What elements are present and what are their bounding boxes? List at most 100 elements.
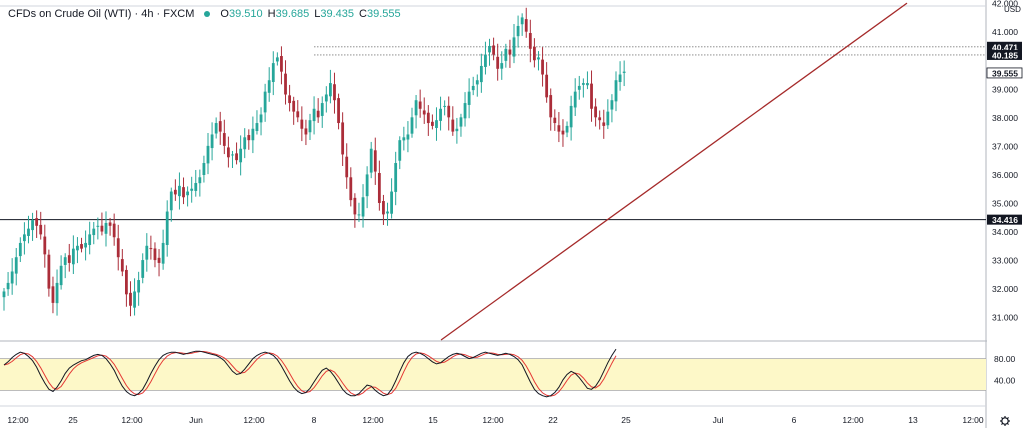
time-tick-label: 15 [428, 415, 438, 425]
time-tick-label: 12:00 [842, 415, 864, 425]
candle-body [173, 189, 177, 195]
candle-body [267, 80, 271, 93]
symbol-title: CFDs on Crude Oil (WTI) · 4h · FXCM [8, 8, 195, 20]
candle-body [145, 245, 149, 260]
candle-body [463, 103, 467, 119]
candle-body [329, 83, 332, 97]
candle-body [2, 291, 6, 298]
candle-body [284, 73, 287, 95]
candle-body [455, 128, 459, 132]
candle-body [606, 111, 610, 126]
candle-body [406, 134, 410, 140]
price-badge-label: 34.416 [992, 215, 1018, 225]
candle-body [157, 257, 161, 263]
candle-body [133, 291, 136, 308]
candle-body [447, 105, 451, 118]
candle-body [471, 85, 475, 91]
candle-body [84, 242, 87, 248]
price-badge-label: 40.185 [992, 50, 1018, 60]
gear-tooth [1001, 417, 1004, 420]
stochastic-lines [3, 348, 617, 398]
candle-body [549, 95, 553, 118]
candle-body [516, 25, 520, 37]
candle-body [243, 137, 247, 150]
candle-body [512, 37, 516, 57]
candle-body [561, 130, 565, 135]
candle-body [31, 220, 34, 231]
candle-body [120, 259, 124, 272]
candle-body [210, 134, 214, 149]
candle-body [149, 248, 153, 250]
candle-body [610, 100, 614, 110]
candle-body [422, 110, 426, 115]
candle-body [227, 147, 230, 158]
candle-body [251, 128, 255, 141]
candle-body [112, 223, 116, 238]
candle-body [23, 234, 26, 242]
candle-body [92, 228, 96, 236]
candle-body [602, 122, 606, 126]
candle-body [316, 110, 320, 118]
candle-body [153, 248, 157, 261]
time-tick-label: 13 [908, 415, 918, 425]
candle-body [431, 121, 434, 126]
time-tick-label: 12:00 [362, 415, 384, 425]
ohlc-low: L39.435 [314, 8, 355, 20]
stochastic-k-line [3, 348, 617, 398]
candle-body [312, 108, 316, 122]
candle-body [137, 280, 141, 293]
horizontal-levels [0, 46, 986, 221]
candle-body [51, 286, 55, 303]
candle-body [6, 282, 10, 290]
candle-body [108, 222, 112, 226]
time-tick-label: 12:00 [121, 415, 143, 425]
trendline [440, 2, 908, 341]
stochastic-band-fill [0, 358, 986, 391]
candle-body [202, 163, 206, 176]
candle-body [537, 57, 540, 60]
candle-body [581, 83, 585, 85]
price-badge-label: 40.471 [992, 42, 1018, 52]
candle-body [304, 128, 308, 135]
price-tick-label: 35.000 [992, 198, 1018, 208]
candle-body [165, 211, 169, 245]
candle-body [353, 197, 357, 215]
price-badge [986, 67, 1023, 79]
candle-body [373, 150, 377, 172]
ohlc-open: O39.510 [220, 8, 263, 20]
candle-body [39, 224, 43, 235]
time-tick-label: 8 [312, 415, 317, 425]
candle-body [198, 177, 202, 184]
candle-body [259, 114, 263, 123]
time-tick-label: 12:00 [7, 415, 29, 425]
candle-body [398, 140, 402, 161]
gear-tooth [1006, 422, 1009, 425]
candle-body [280, 56, 283, 72]
candle-body [598, 117, 602, 121]
candle-body [573, 91, 577, 108]
candle-body [484, 54, 487, 67]
candle-body [545, 74, 549, 98]
candle-body [104, 222, 108, 234]
candle-body [533, 46, 536, 61]
candle-body [14, 257, 18, 274]
candle-body [76, 245, 79, 251]
candle-body [125, 269, 128, 295]
price-tick-label: 33.000 [992, 256, 1018, 266]
candle-body [178, 185, 181, 197]
candle-body [55, 282, 59, 304]
currency-label: USD [1004, 5, 1021, 14]
candle-body [541, 59, 544, 75]
candle-body [18, 242, 22, 257]
candles [2, 7, 626, 317]
price-tick-label: 39.000 [992, 84, 1018, 94]
time-tick-label: 6 [792, 415, 797, 425]
gear-tooth [1006, 417, 1009, 420]
price-tick-label: 31.000 [992, 313, 1018, 323]
candle-body [528, 33, 532, 49]
candle-body [222, 133, 226, 146]
